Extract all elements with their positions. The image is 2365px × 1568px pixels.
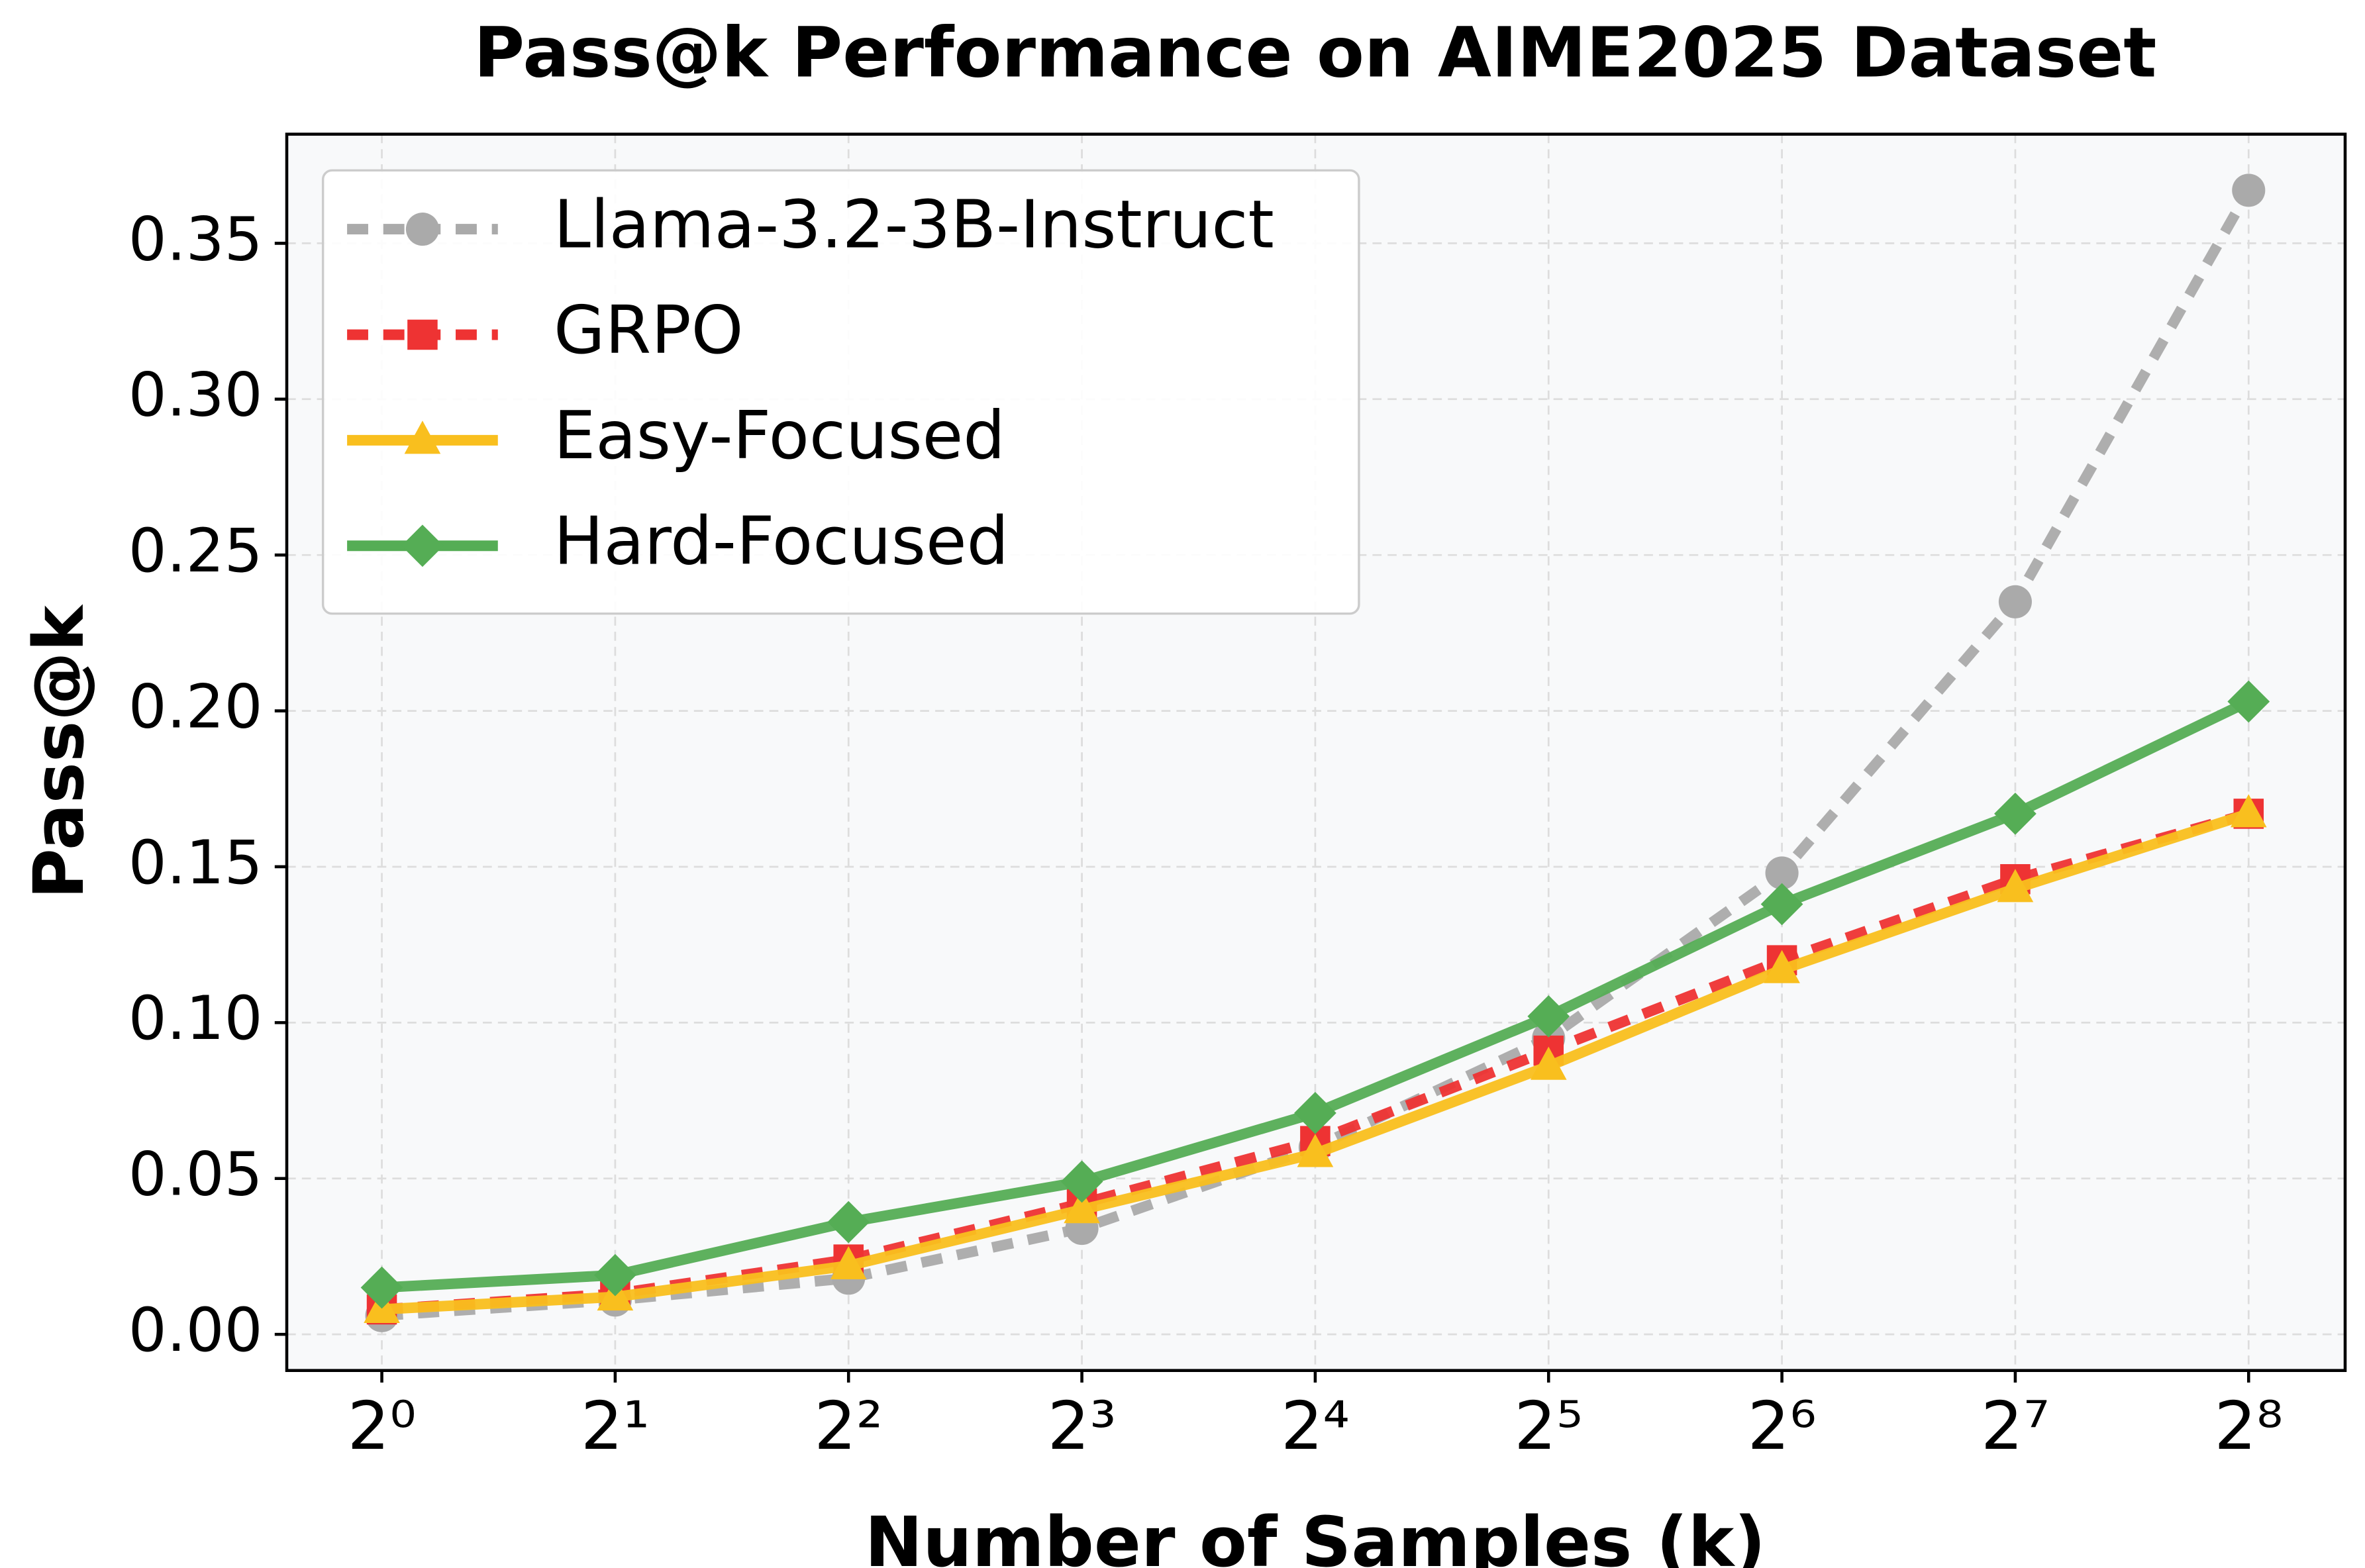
legend-box <box>321 169 1360 615</box>
marker <box>1765 856 1799 890</box>
y-tick-label: 0.05 <box>128 1140 263 1210</box>
y-tick-label: 0.00 <box>128 1295 263 1365</box>
legend-label: Easy-Focused <box>554 397 1005 474</box>
legend-label: Llama-3.2-3B-Instruct <box>554 185 1274 263</box>
chart-title: Pass@k Performance on AIME2025 Dataset <box>474 12 2156 93</box>
marker <box>594 1253 636 1297</box>
y-tick-label: 0.15 <box>128 828 263 898</box>
x-tick-label: 2⁴ <box>1281 1387 1350 1465</box>
marker <box>1998 585 2032 618</box>
x-tick-label: 2⁷ <box>1981 1387 2050 1465</box>
marker <box>1760 883 1803 926</box>
marker <box>1994 793 2037 835</box>
x-tick-label: 2⁰ <box>348 1387 417 1465</box>
x-tick-label: 2⁵ <box>1514 1387 1583 1465</box>
marker <box>401 524 444 567</box>
x-tick-label: 2³ <box>1048 1387 1117 1465</box>
marker <box>1294 1091 1336 1134</box>
legend-label: Hard-Focused <box>554 503 1009 580</box>
marker <box>405 213 439 246</box>
x-axis-label: Number of Samples (k) <box>865 1502 1766 1568</box>
marker <box>1527 995 1570 1038</box>
x-tick-label: 2² <box>814 1387 883 1465</box>
marker <box>407 319 438 350</box>
x-tick-label: 2¹ <box>581 1387 650 1465</box>
marker <box>1297 1134 1334 1167</box>
y-tick-label: 0.25 <box>128 516 263 586</box>
marker <box>830 1246 867 1280</box>
marker <box>1530 1046 1567 1080</box>
x-tick-label: 2⁸ <box>2214 1387 2283 1465</box>
marker <box>2227 680 2270 723</box>
marker <box>827 1200 870 1244</box>
marker <box>404 420 441 454</box>
y-tick-label: 0.35 <box>128 204 263 274</box>
y-tick-label: 0.20 <box>128 671 263 742</box>
marker <box>1060 1160 1103 1203</box>
marker <box>2230 794 2267 828</box>
legend: Llama-3.2-3B-Instruct GRPO Easy-Focused Har… <box>321 169 1360 615</box>
marker <box>1997 869 2034 903</box>
y-tick-label: 0.30 <box>128 360 263 430</box>
y-axis-label: Pass@k <box>19 604 99 899</box>
legend-label: GRPO <box>554 291 743 369</box>
marker <box>2232 173 2266 207</box>
marker <box>1764 950 1800 983</box>
series <box>360 173 2270 1332</box>
x-tick-label: 2⁶ <box>1748 1387 1817 1465</box>
y-tick-label: 0.10 <box>128 983 263 1054</box>
marker <box>1064 1190 1100 1224</box>
